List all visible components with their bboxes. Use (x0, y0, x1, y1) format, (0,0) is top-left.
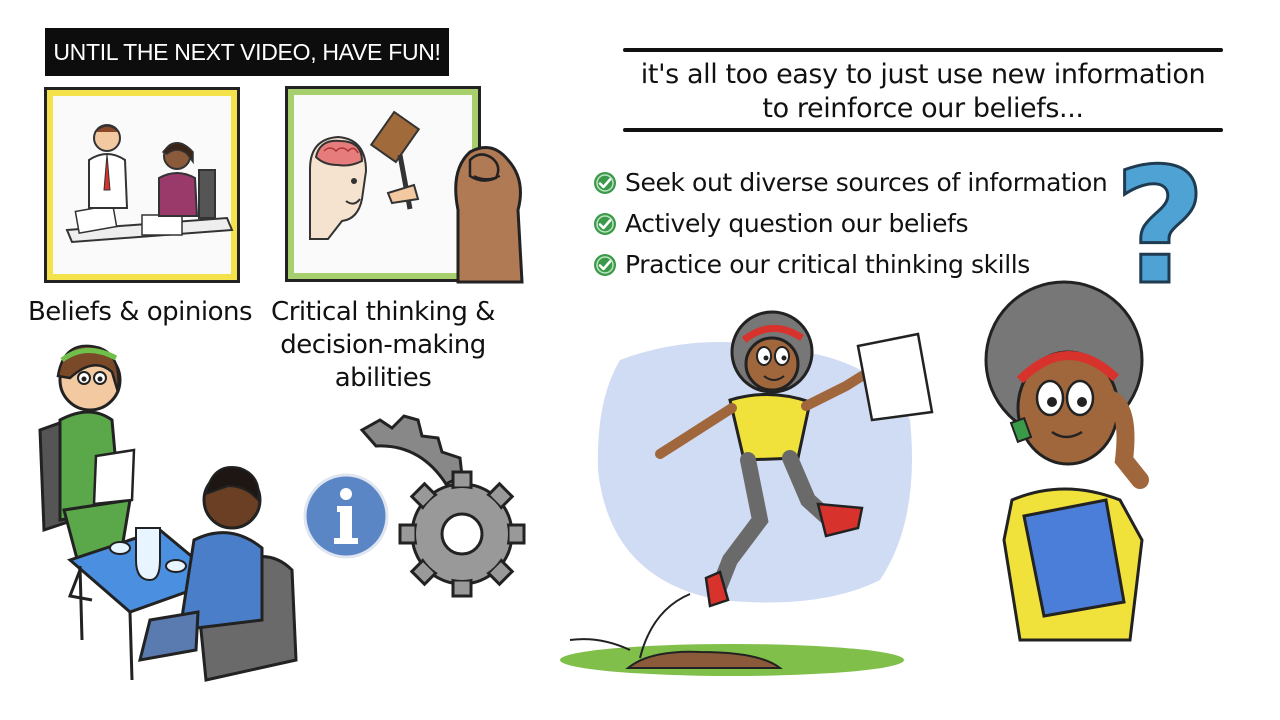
list-item: Seek out diverse sources of information (593, 162, 1108, 203)
info-icon (303, 473, 389, 559)
tip-label: Seek out diverse sources of information (625, 168, 1108, 197)
gears-icon (359, 414, 526, 598)
brain-hammer-illustration (309, 110, 421, 240)
critical-thinking-caption: Critical thinking & decision-making abil… (271, 297, 495, 393)
check-circle-icon (594, 253, 616, 276)
question-mark-icon: ? (1112, 132, 1208, 322)
quote-line-2: to reinforce our beliefs... (762, 93, 1084, 124)
list-item: Actively question our beliefs (593, 203, 1107, 244)
beliefs-caption: Beliefs & opinions (27, 297, 253, 327)
tips-list: Seek out diverse sources of information … (593, 162, 1108, 285)
check-circle-icon (594, 171, 616, 194)
quote-top-rule (623, 48, 1223, 52)
tip-label: Actively question our beliefs (625, 209, 969, 238)
critical-thinking-panel (285, 86, 481, 282)
woman-with-phone-illustration (984, 280, 1149, 642)
quote-line-1: it's all too easy to just use new inform… (640, 59, 1206, 90)
list-item: Practice our critical thinking skills (593, 244, 1107, 285)
flexed-arm-illustration (454, 146, 524, 284)
jumping-woman-illustration (560, 310, 934, 676)
svg-text:?: ? (1114, 133, 1207, 320)
meeting-illustration (65, 124, 234, 244)
table-with-glasses-illustration (67, 527, 223, 681)
banner-text: UNTIL THE NEXT VIDEO, HAVE FUN! (53, 38, 441, 65)
woman-with-notepad-illustration (38, 344, 136, 602)
check-circle-icon (594, 212, 616, 235)
beliefs-panel (44, 87, 240, 283)
tip-label: Practice our critical thinking skills (625, 250, 1030, 279)
man-in-chair-illustration (137, 466, 298, 682)
closing-banner: UNTIL THE NEXT VIDEO, HAVE FUN! (45, 28, 449, 76)
quote-bottom-rule (623, 128, 1223, 132)
quote-text: it's all too easy to just use new inform… (623, 58, 1223, 126)
